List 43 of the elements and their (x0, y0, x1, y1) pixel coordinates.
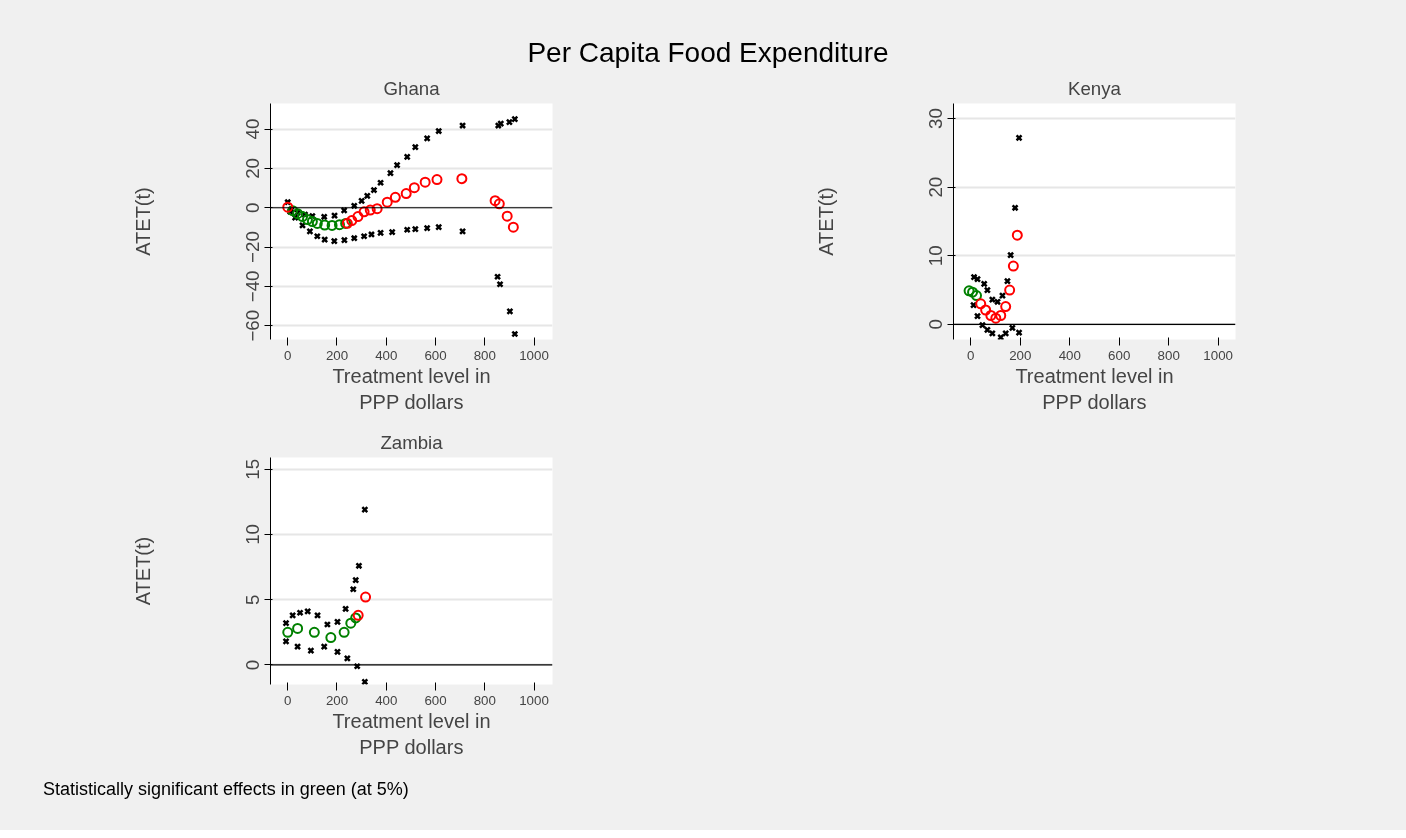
x-tick-label: 800 (473, 692, 496, 708)
y-tick-label: 10 (925, 245, 947, 267)
y-tick-label: 15 (242, 458, 264, 480)
y-axis-title: ATET(t) (131, 187, 154, 256)
y-tick-label: 0 (242, 659, 264, 671)
y-axis-title: ATET(t) (131, 536, 154, 606)
y-tick-label: 10 (242, 524, 264, 545)
y-tick-label: 0 (242, 202, 264, 213)
y-tick-label: 30 (925, 108, 947, 129)
y-tick-label: 5 (242, 594, 264, 605)
x-axis-title: Treatment level in PPP dollars (332, 709, 491, 758)
x-tick-label: 400 (1058, 347, 1081, 363)
y-tick-label: −20 (242, 231, 264, 263)
x-tick-label: 800 (473, 347, 496, 363)
x-tick-label: 800 (1157, 347, 1180, 363)
x-tick-label: 0 (284, 347, 292, 363)
x-tick-label: 400 (375, 692, 398, 708)
x-tick-label: 1000 (519, 692, 549, 708)
x-tick-label: 200 (325, 692, 349, 708)
x-tick-label: 0 (284, 692, 292, 708)
x-tick-label: 200 (325, 347, 349, 363)
y-tick-label: 0 (925, 319, 947, 330)
x-tick-label: 600 (424, 347, 447, 363)
y-tick-label: −40 (242, 270, 264, 303)
x-tick-label: 600 (1108, 347, 1131, 363)
x-tick-label: 1000 (519, 347, 549, 363)
x-tick-label: 400 (375, 347, 398, 363)
chart-title: Zambia (380, 431, 444, 453)
y-tick-label: 20 (925, 176, 947, 198)
text: Per Capita Food Expenditure (527, 36, 889, 70)
x-tick-label: 1000 (1203, 347, 1234, 363)
x-tick-label: 0 (967, 347, 975, 363)
y-tick-label: −60 (242, 309, 264, 342)
x-tick-label: 200 (1009, 347, 1032, 363)
text: Statistically significant effects in green (at 5%) (43, 778, 409, 801)
x-tick-label: 600 (424, 692, 447, 708)
chart-title: Kenya (1068, 77, 1122, 99)
x-axis-title: Treatment level in PPP dollars (332, 364, 491, 413)
y-tick-label: 20 (242, 158, 264, 179)
y-tick-label: 40 (242, 118, 264, 140)
x-axis-title: Treatment level in PPP dollars (1015, 364, 1174, 413)
chart-title: Ghana (383, 77, 441, 99)
y-axis-title: ATET(t) (814, 187, 837, 256)
